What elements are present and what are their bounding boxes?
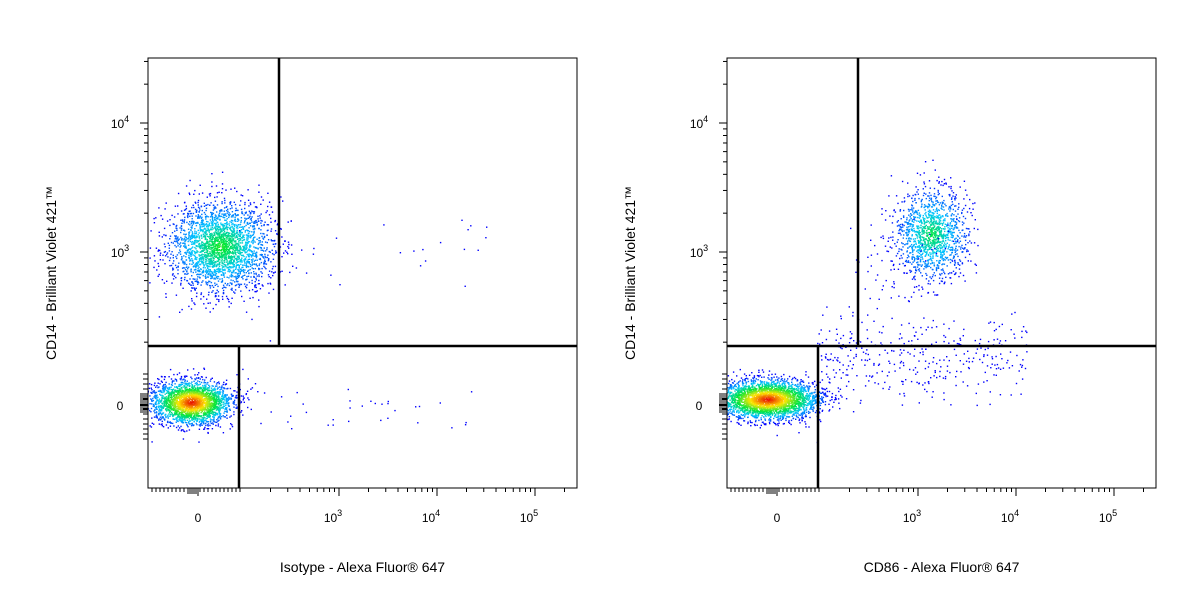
- x-tick-label: 103: [324, 508, 342, 525]
- plot-frame: [726, 57, 1157, 489]
- dot-plot-1: 0 103 104 105 0 103 104 Isotype - Alexa Fluor® …: [43, 57, 578, 575]
- x-tick-label: 104: [422, 508, 440, 525]
- x-tick-label: 105: [1099, 508, 1117, 525]
- plot-frame: [147, 57, 578, 489]
- x-tick-label: 104: [1001, 508, 1019, 525]
- event-dots: [727, 159, 1028, 444]
- y-tick-label: 103: [690, 243, 708, 260]
- y-tick-label: 103: [111, 243, 129, 260]
- y-axis-label: CD14 - Brilliant Violet 421™: [622, 186, 638, 360]
- y-tick-label: 104: [111, 114, 129, 131]
- x-tick-label: 105: [520, 508, 538, 525]
- y-axis-label: CD14 - Brilliant Violet 421™: [43, 186, 59, 360]
- dot-plot-2: 0 103 104 105 0 103 104 CD86 - Alexa Fluor® 647…: [622, 57, 1157, 575]
- x-tick-label: 0: [774, 511, 781, 525]
- event-dots: [148, 171, 488, 443]
- x-axis-ticks: [730, 488, 1145, 496]
- y-tick-label: 104: [690, 114, 708, 131]
- x-tick-label: 103: [903, 508, 921, 525]
- x-axis-label: Isotype - Alexa Fluor® 647: [280, 559, 445, 575]
- y-tick-label: 0: [117, 399, 124, 413]
- x-tick-label: 0: [195, 511, 202, 525]
- y-axis-ticks: [140, 60, 148, 440]
- x-axis-label: CD86 - Alexa Fluor® 647: [864, 559, 1020, 575]
- y-tick-label: 0: [696, 399, 703, 413]
- x-axis-ticks: [151, 488, 566, 496]
- y-axis-ticks: [719, 60, 727, 440]
